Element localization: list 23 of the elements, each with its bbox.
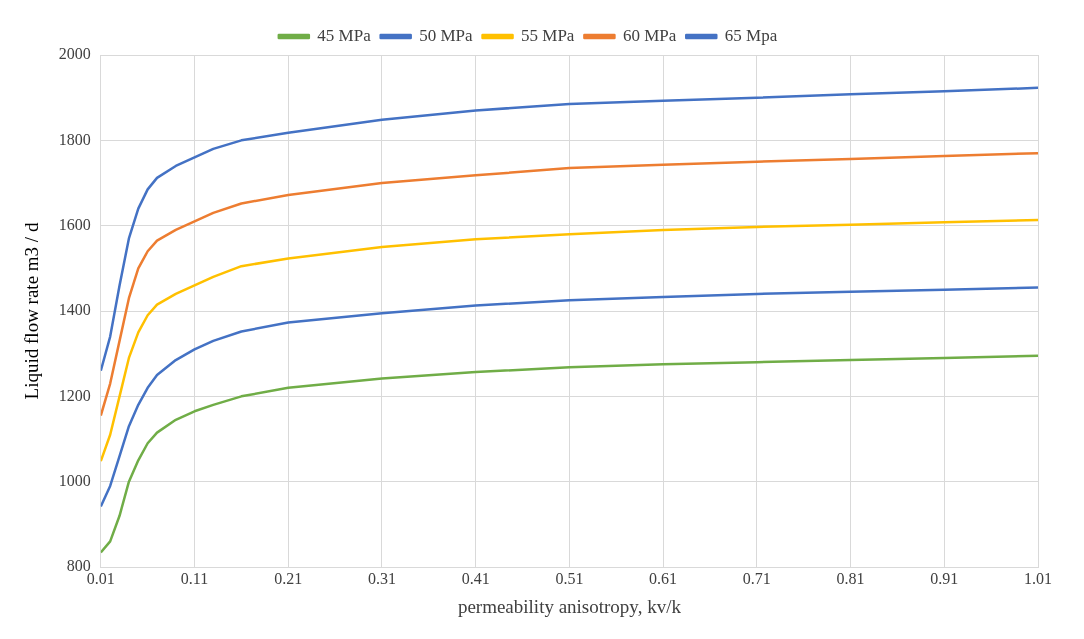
legend-label: 65 Mpa [724, 25, 778, 45]
x-tick-label: 0.81 [836, 569, 865, 587]
x-axis-title: permeability anisotropy, kv/k [457, 595, 682, 617]
y-tick-label: 1000 [58, 471, 91, 489]
x-tick-label: 0.41 [461, 569, 490, 587]
legend-label: 45 MPa [317, 25, 372, 45]
x-tick-label: 0.91 [930, 569, 959, 587]
legend-label: 60 MPa [622, 25, 677, 45]
y-tick-label: 1400 [58, 301, 91, 319]
y-tick-label: 1200 [58, 386, 91, 404]
y-axis-title: Liquid flow rate m3 / d [21, 222, 43, 400]
y-tick-label: 1600 [58, 215, 91, 233]
legend-label: 55 MPa [521, 25, 575, 45]
x-tick-label: 0.71 [742, 569, 771, 587]
x-tick-label: 0.31 [367, 569, 396, 587]
x-tick-label: 0.21 [274, 569, 303, 587]
y-tick-label: 2000 [58, 45, 91, 63]
y-tick-label: 1800 [58, 130, 91, 148]
legend-label: 50 MPa [419, 25, 473, 45]
x-tick-label: 0.51 [555, 569, 584, 587]
x-tick-label: 0.61 [649, 569, 678, 587]
x-tick-label: 1.01 [1024, 569, 1052, 587]
x-tick-label: 0.11 [180, 569, 209, 587]
